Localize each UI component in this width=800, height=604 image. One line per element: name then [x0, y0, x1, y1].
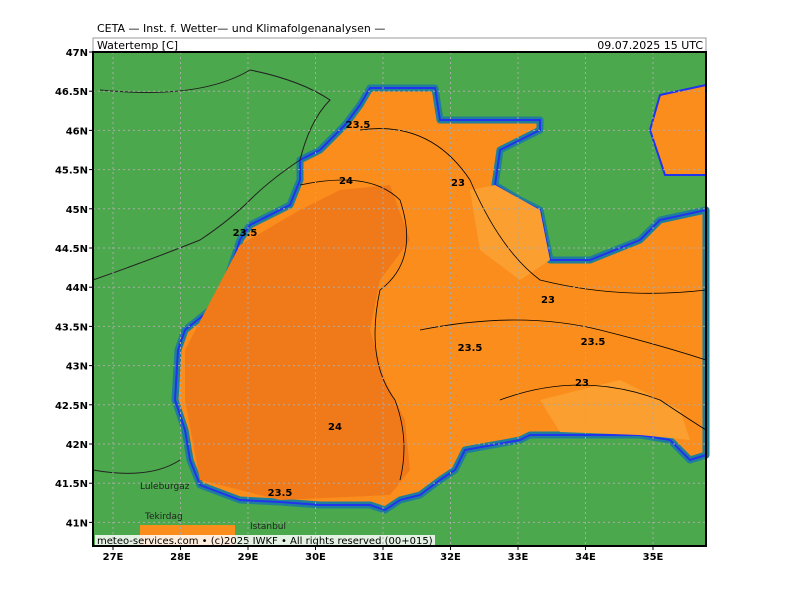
warm-core	[185, 185, 410, 500]
lon-tick-label: 28E	[170, 552, 191, 563]
parameter: Watertemp [C]	[97, 39, 178, 52]
contour-label: 23.5	[581, 337, 606, 348]
lat-tick-label: 47N	[66, 48, 88, 59]
lat-tick-label: 45.5N	[55, 166, 88, 177]
footer: meteo-services.com • (c)2025 IWKF • All …	[97, 536, 433, 547]
lon-tick-label: 34E	[575, 552, 596, 563]
lat-tick-label: 43N	[66, 362, 88, 373]
lat-tick-label: 44.5N	[55, 244, 88, 255]
lat-tick-label: 46N	[66, 126, 88, 137]
lon-tick-label: 35E	[643, 552, 664, 563]
map-area	[92, 52, 710, 546]
contour-label: 23.5	[346, 120, 371, 131]
lat-tick-label: 41.5N	[55, 479, 88, 490]
header-title: CETA — Inst. f. Wetter— und Klimafolgena…	[97, 22, 385, 35]
lat-tick-label: 45N	[66, 205, 88, 216]
contour-label: 23.5	[268, 488, 293, 499]
footer-box	[95, 535, 435, 546]
lon-tick-label: 32E	[440, 552, 461, 563]
lat-tick-label: 44N	[66, 283, 88, 294]
lon-tick-label: 29E	[238, 552, 259, 563]
contour-label: 23	[541, 295, 555, 306]
lat-tick-label: 43.5N	[55, 322, 88, 333]
lon-tick-label: 33E	[508, 552, 529, 563]
lat-tick-label: 42.5N	[55, 401, 88, 412]
coast-rim	[173, 87, 707, 512]
contour-label: 23	[451, 178, 465, 189]
place-label: Istanbul	[250, 522, 286, 532]
contour-label: 23.5	[233, 228, 258, 239]
map-frame	[92, 51, 707, 547]
lat-tick-label: 46.5N	[55, 87, 88, 98]
contour-label: 24	[328, 422, 342, 433]
contour-label: 24	[339, 176, 353, 187]
lon-tick-label: 27E	[103, 552, 124, 563]
contour-label: 23.5	[458, 343, 483, 354]
cool-patch	[540, 380, 690, 440]
place-label: Luleburgaz	[140, 482, 190, 492]
lon-tick-label: 30E	[305, 552, 326, 563]
lon-tick-label: 31E	[373, 552, 394, 563]
contour-label: 23	[575, 378, 589, 389]
place-label: Tekirdag	[144, 512, 183, 522]
valid-time: 09.07.2025 15 UTC	[597, 39, 703, 52]
lat-tick-label: 42N	[66, 440, 88, 451]
contours	[299, 128, 707, 481]
lat-tick-label: 41N	[66, 518, 88, 529]
